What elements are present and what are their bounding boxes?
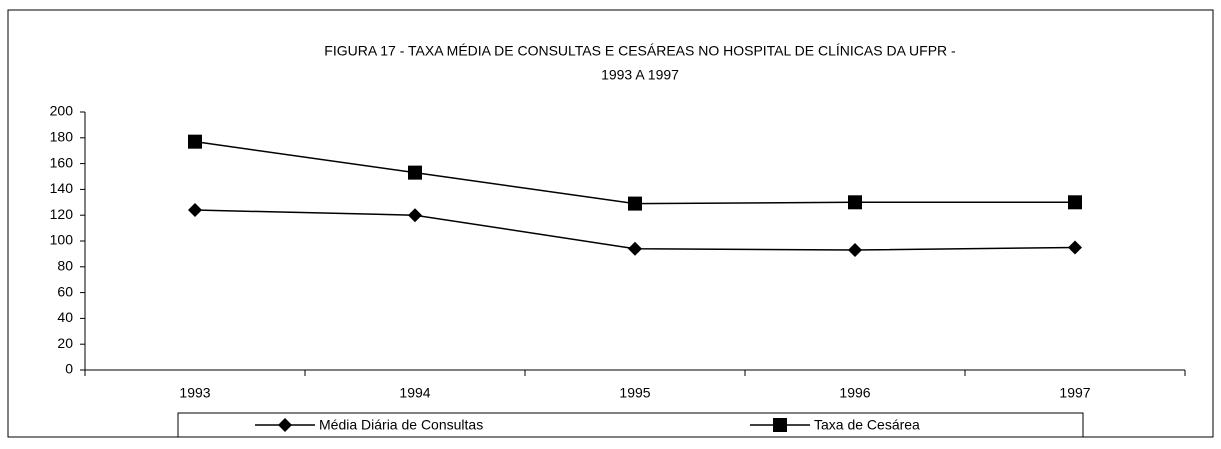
- data-point: [628, 241, 642, 256]
- x-tick-label: 1997: [1059, 385, 1090, 401]
- legend-box: [177, 412, 1084, 438]
- y-tick-label: 140: [50, 180, 74, 196]
- data-point: [408, 165, 422, 180]
- legend-marker: [278, 418, 292, 432]
- data-point: [848, 243, 862, 258]
- data-point: [188, 134, 202, 149]
- y-tick-label: 80: [57, 258, 73, 274]
- legend-label: Taxa de Cesárea: [814, 417, 920, 433]
- y-tick-label: 0: [65, 361, 73, 377]
- x-tick-label: 1994: [399, 385, 430, 401]
- y-tick-label: 100: [50, 232, 74, 248]
- data-point: [848, 195, 862, 210]
- legend-marker: [773, 418, 787, 432]
- series-line: [194, 140, 1075, 205]
- x-tick-label: 1995: [619, 385, 650, 401]
- x-tick-label: 1993: [179, 385, 210, 401]
- chart-title: FIGURA 17 - TAXA MÉDIA DE CONSULTAS E CE…: [324, 43, 956, 59]
- y-tick-label: 40: [57, 309, 73, 325]
- data-point: [408, 208, 422, 223]
- data-point: [188, 203, 202, 218]
- y-tick-label: 20: [57, 335, 73, 351]
- data-point: [628, 196, 642, 211]
- data-point: [1068, 240, 1082, 255]
- y-tick-label: 60: [57, 283, 73, 299]
- y-tick-label: 160: [50, 154, 74, 170]
- y-tick-label: 180: [50, 129, 74, 145]
- x-tick-label: 1996: [839, 385, 870, 401]
- chart-title: 1993 A 1997: [601, 67, 679, 83]
- y-tick-label: 120: [50, 206, 74, 222]
- legend-label: Média Diária de Consultas: [319, 417, 483, 433]
- data-point: [1068, 195, 1082, 210]
- y-tick-label: 200: [50, 103, 74, 119]
